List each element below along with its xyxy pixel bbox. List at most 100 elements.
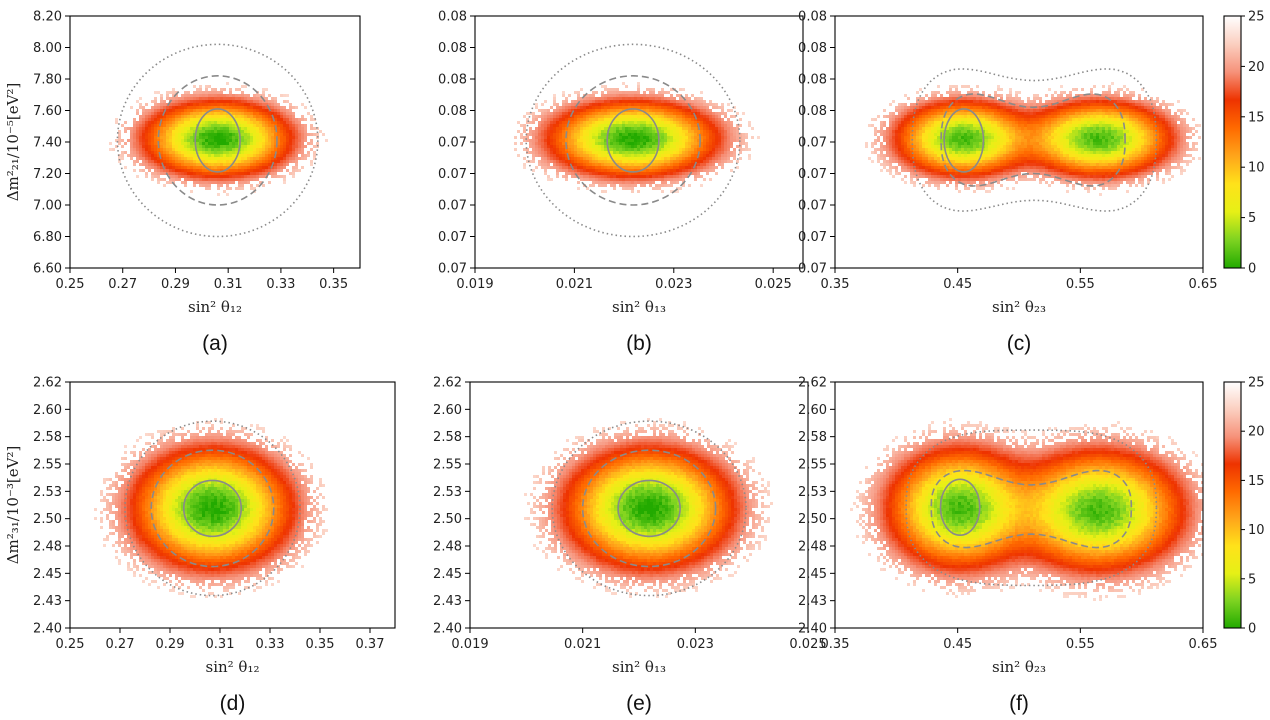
density-cell <box>1027 115 1030 118</box>
density-cell <box>1009 91 1012 94</box>
density-cell <box>616 166 619 169</box>
density-cell <box>1105 100 1108 103</box>
density-cell <box>556 103 559 106</box>
density-cell <box>736 139 739 142</box>
density-cell <box>712 142 715 145</box>
density-cell <box>673 109 676 112</box>
density-cell <box>613 139 616 142</box>
density-cell <box>562 136 565 139</box>
density-cell <box>166 118 169 121</box>
density-cell <box>631 103 634 106</box>
density-cell <box>193 163 196 166</box>
density-cell <box>211 139 214 142</box>
density-cell <box>592 118 595 121</box>
density-cell <box>163 115 166 118</box>
density-cell <box>235 103 238 106</box>
density-cell <box>721 142 724 145</box>
density-cell <box>256 172 259 175</box>
density-cell <box>667 124 670 127</box>
density-cell <box>1033 112 1036 115</box>
density-cell <box>748 148 751 151</box>
density-cell <box>592 169 595 172</box>
density-cell <box>583 100 586 103</box>
density-cell <box>1162 124 1165 127</box>
density-cell <box>586 115 589 118</box>
density-cell <box>1159 121 1162 124</box>
density-cell <box>220 127 223 130</box>
density-cell <box>730 109 733 112</box>
density-cell <box>661 163 664 166</box>
density-cell <box>934 100 937 103</box>
density-cell <box>184 115 187 118</box>
density-cell <box>706 124 709 127</box>
density-cell <box>226 94 229 97</box>
density-cell <box>1000 112 1003 115</box>
density-cell <box>196 160 199 163</box>
density-cell <box>586 136 589 139</box>
density-cell <box>553 142 556 145</box>
y-tick-label: 0.07 <box>438 262 467 277</box>
density-cell <box>160 142 163 145</box>
density-cell <box>616 118 619 121</box>
density-cell <box>715 106 718 109</box>
density-cell <box>538 109 541 112</box>
density-cell <box>733 127 736 130</box>
density-cell <box>292 166 295 169</box>
density-cell <box>685 103 688 106</box>
density-cell <box>130 145 133 148</box>
density-cell <box>262 148 265 151</box>
density-cell <box>1090 127 1093 130</box>
density-cell <box>718 112 721 115</box>
density-cell <box>571 142 574 145</box>
density-cell <box>265 160 268 163</box>
density-cell <box>598 157 601 160</box>
density-cell <box>208 94 211 97</box>
density-cell <box>1078 127 1081 130</box>
density-cell <box>283 142 286 145</box>
density-cell <box>262 121 265 124</box>
density-cell <box>145 163 148 166</box>
density-cell <box>1021 106 1024 109</box>
density-cell <box>715 145 718 148</box>
density-cell <box>268 118 271 121</box>
density-cell <box>670 175 673 178</box>
density-cell <box>916 115 919 118</box>
density-cell <box>664 157 667 160</box>
density-cell <box>193 97 196 100</box>
density-cell <box>1009 109 1012 112</box>
density-cell <box>637 85 640 88</box>
density-cell <box>667 91 670 94</box>
y-axis-label: Δm²₂₁/10⁻⁵[eV²] <box>4 83 22 202</box>
density-cell <box>244 118 247 121</box>
density-cell <box>940 115 943 118</box>
density-cell <box>577 145 580 148</box>
density-cell <box>703 100 706 103</box>
density-cell <box>226 169 229 172</box>
density-cell <box>1096 124 1099 127</box>
density-cell <box>169 142 172 145</box>
density-cell <box>997 100 1000 103</box>
density-cell <box>163 172 166 175</box>
density-cell <box>1108 109 1111 112</box>
density-cell <box>151 160 154 163</box>
density-cell <box>892 127 895 130</box>
density-cell <box>679 88 682 91</box>
density-cell <box>1159 127 1162 130</box>
density-cell <box>187 151 190 154</box>
density-cell <box>244 163 247 166</box>
density-cell <box>919 115 922 118</box>
density-cell <box>745 133 748 136</box>
density-cell <box>670 148 673 151</box>
density-cell <box>604 100 607 103</box>
density-cell <box>214 124 217 127</box>
density-cell <box>247 109 250 112</box>
density-cell <box>655 97 658 100</box>
density-cell <box>136 157 139 160</box>
density-cell <box>580 97 583 100</box>
density-cell <box>229 151 232 154</box>
density-cell <box>568 154 571 157</box>
density-cell <box>178 178 181 181</box>
density-cell <box>1108 115 1111 118</box>
density-cell <box>280 130 283 133</box>
density-cell <box>724 115 727 118</box>
